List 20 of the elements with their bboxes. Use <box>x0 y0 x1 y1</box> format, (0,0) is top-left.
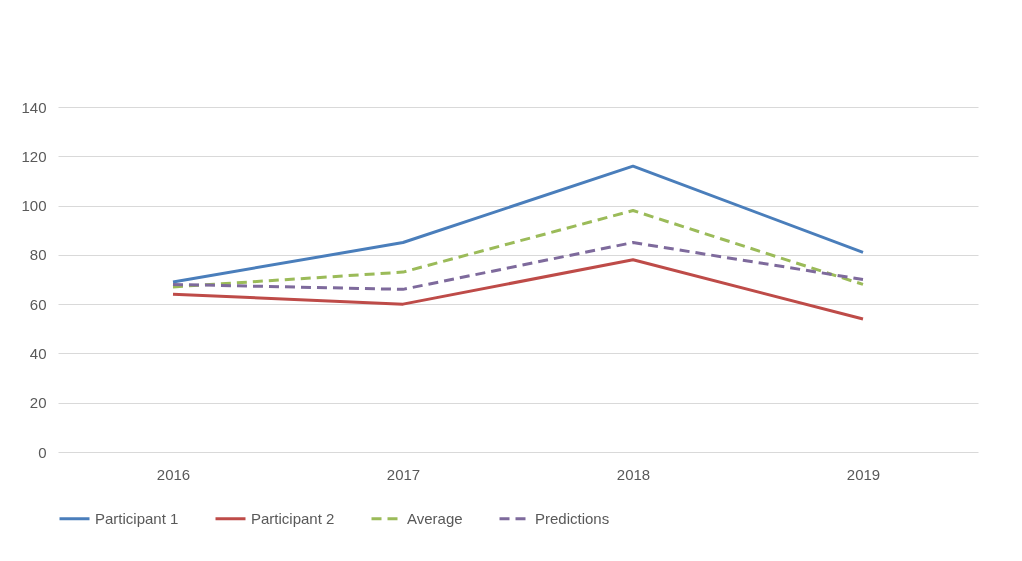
y-tick-label: 40 <box>29 344 47 362</box>
x-tick-label: 2019 <box>846 465 881 483</box>
line-series <box>171 164 865 284</box>
x-tick-label: 2016 <box>156 465 191 483</box>
line-series <box>171 209 865 289</box>
legend-label: Participant 2 <box>251 509 335 527</box>
y-tick-label: 100 <box>21 197 47 215</box>
y-tick-label: 20 <box>29 394 47 412</box>
x-tick-label: 2017 <box>386 465 421 483</box>
y-tick-label: 140 <box>21 98 47 116</box>
y-tick-label: 80 <box>29 246 47 264</box>
legend-label: Average <box>407 509 463 527</box>
legend-label: Participant 1 <box>95 509 179 527</box>
legend-label: Predictions <box>535 509 610 527</box>
line-series <box>171 258 865 321</box>
y-tick-label: 60 <box>29 295 47 313</box>
x-tick-label: 2018 <box>616 465 651 483</box>
line-series <box>171 241 865 291</box>
y-tick-label: 0 <box>38 443 47 461</box>
y-tick-label: 120 <box>21 147 47 165</box>
